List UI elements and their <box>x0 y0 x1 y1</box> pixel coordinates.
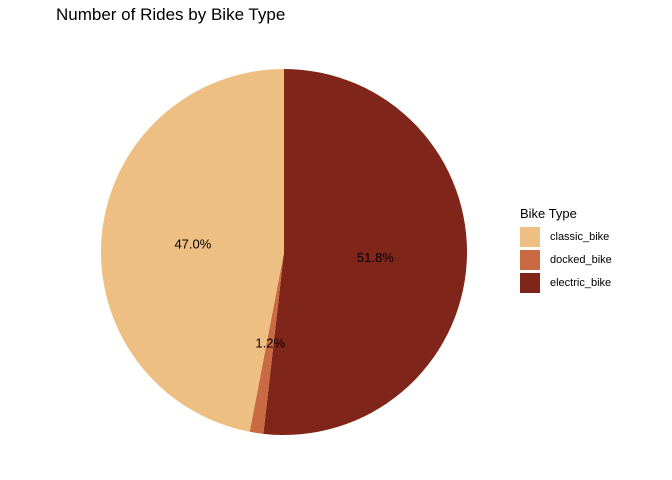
legend-items: classic_bike docked_bike electric_bike <box>520 225 612 294</box>
legend-item-classic-bike: classic_bike <box>520 225 612 248</box>
pie-labels: 51.8% 1.2% 47.0% <box>174 236 394 350</box>
legend-key <box>520 272 540 293</box>
legend-label: docked_bike <box>550 253 612 266</box>
chart-title: Number of Rides by Bike Type <box>56 5 286 24</box>
legend-item-electric-bike: electric_bike <box>520 271 612 294</box>
pie-slice-classic-bike <box>101 69 284 432</box>
pie-slice-docked-bike <box>249 252 284 434</box>
pie-slice-electric-bike <box>263 69 467 436</box>
legend-label: classic_bike <box>550 230 610 243</box>
pie-label-electric-bike: 51.8% <box>357 250 394 265</box>
pie-label-classic-bike: 47.0% <box>174 236 211 251</box>
legend-key <box>520 249 540 270</box>
pie-label-docked-bike: 1.2% <box>255 335 285 350</box>
pie-slices <box>101 69 467 436</box>
legend-key <box>520 226 540 247</box>
legend-title: Bike Type <box>520 206 577 221</box>
legend-item-docked-bike: docked_bike <box>520 248 612 271</box>
legend-label: electric_bike <box>550 276 612 289</box>
